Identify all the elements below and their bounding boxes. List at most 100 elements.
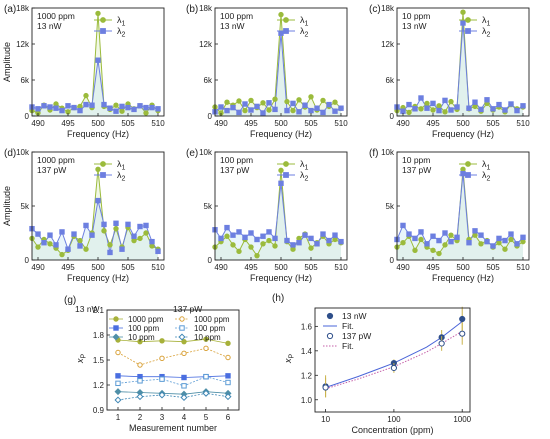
series-line [214,14,342,114]
data-point [314,241,320,247]
x-axis-label: Concentration (ppm) [351,425,433,435]
x-tick-label: 495 [244,119,258,128]
data-point [254,252,260,259]
data-point [260,100,266,106]
legend-label: λ1 [482,159,491,172]
data-point [272,243,278,249]
data-point [448,238,454,245]
data-point [248,244,254,250]
data-point [47,241,53,247]
legend-label: Fit. [342,321,354,331]
x-tick-label: 505 [486,119,500,128]
data-point [320,231,326,237]
legend-label: λ2 [117,170,126,183]
data-point [418,236,424,243]
condition-annotation: 137 pW [402,165,431,175]
data-point [83,101,89,108]
legend-marker [179,325,185,331]
data-point [436,237,442,244]
data-point [284,98,290,105]
data-point [254,103,260,110]
legend-label: λ1 [117,15,126,28]
x-tick-label: 10 [321,415,330,424]
x-axis-label: Frequency (Hz) [432,273,494,283]
data-point [278,167,284,174]
data-point [35,106,41,112]
x-tick-label: 495 [426,119,440,128]
legend-group-title: 137 pW [173,304,202,314]
data-point [266,107,272,113]
panel-label: (d) [4,148,16,159]
legend-marker [283,172,289,178]
measurement-panel: 1 2 3 4 5 6 0.9 1.2 1.5 1.8 2.1 Measurement number x… [75,304,240,433]
data-point [400,108,406,114]
data-point [113,108,119,114]
data-point [478,241,484,247]
data-point [236,248,242,255]
data-point [254,236,260,243]
data-point [125,221,131,228]
y-tick-label: 0 [390,112,395,121]
data-point [35,231,41,237]
x-axis-label: Frequency (Hz) [250,273,312,283]
y-tick-label: 1.6 [301,322,313,331]
data-point [308,94,314,100]
data-point [496,240,502,246]
legend-marker [283,161,289,167]
data-point [520,238,526,245]
data-point [322,384,329,391]
y-tick-label: 0 [25,112,30,121]
condition-annotation: 10 ppm [402,11,430,21]
data-point [137,338,143,345]
y-axis-label: Amplitude [2,42,12,82]
legend-marker [465,17,471,23]
x-tick-label: 490 [31,119,45,128]
data-point [224,393,232,401]
spectrum-panel: 490 495 500 505 510 0 6k 12k 18k Frequency (Hz) 10… [381,4,530,139]
y-tick-label: 0.9 [93,406,105,415]
data-point [143,230,149,236]
series-area [32,169,158,260]
data-point [137,235,143,242]
data-point [338,105,344,111]
data-point [472,99,478,105]
legend-label: 1000 ppm [194,315,230,324]
condition-annotation: 100 ppm [220,11,253,21]
data-point [71,104,77,111]
data-point [225,379,231,386]
data-point [296,235,302,242]
spectrum-panel: 490 495 500 505 510 0 6k 12k 18k Frequency (Hz) Am… [2,4,165,139]
data-point [406,101,412,108]
legend-label: 1000 ppm [128,315,164,324]
data-point [149,243,155,249]
x-tick-label: 505 [304,263,318,272]
data-point [181,338,187,345]
data-point [107,242,113,248]
legend-marker [326,312,334,320]
data-point [236,229,242,235]
data-point [159,355,165,362]
legend-label: λ2 [482,170,491,183]
data-point [242,234,248,241]
data-point [400,240,406,246]
data-point [119,246,125,252]
data-point [89,102,95,108]
spectrum-panel: 490 495 500 505 510 0 6k 12k 18k Frequency (Hz) 10… [199,4,348,139]
y-tick-label: 10k [199,148,213,157]
data-point [424,105,430,111]
series-line [117,338,229,344]
data-point [137,378,143,384]
data-point [278,30,284,36]
series-area [215,183,341,260]
legend-marker [100,161,106,167]
x-tick-label: 500 [274,263,288,272]
y-axis-label: Amplitude [2,186,12,226]
data-point [260,241,266,247]
data-point [412,106,418,112]
panel-label: (e) [186,148,198,159]
legend-marker [100,17,106,23]
y-tick-label: 12k [16,40,30,49]
data-point [143,104,149,111]
